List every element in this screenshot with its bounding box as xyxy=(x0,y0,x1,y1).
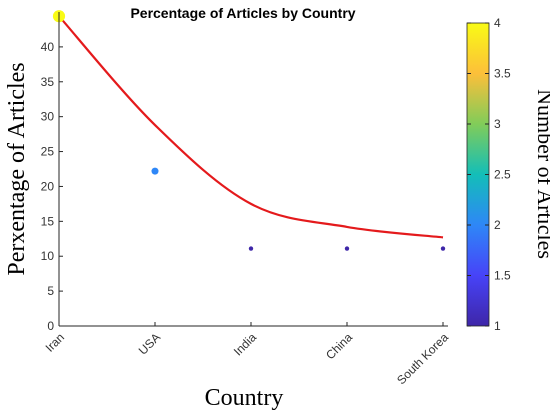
y-axis-label: Perxentage of Articles xyxy=(4,62,30,275)
y-tick-label: 15 xyxy=(41,214,55,228)
y-tick-label: 35 xyxy=(41,75,55,89)
data-point xyxy=(151,167,159,175)
y-tick-label: 20 xyxy=(41,179,55,193)
plot-area: 0 5 10 15 20 25 30 35 40 Iran USA India China South … xyxy=(41,10,451,387)
colorbar-ticks: 1 1.5 2 2.5 3 3.5 4 xyxy=(467,16,511,333)
colorbar-tick-label: 3 xyxy=(494,117,501,131)
x-tick-label: India xyxy=(231,330,260,359)
x-tick-label: South Korea xyxy=(394,330,451,387)
x-axis-label: Country xyxy=(205,385,284,411)
colorbar-tick-label: 2.5 xyxy=(494,168,511,182)
scatter-points xyxy=(52,10,446,251)
y-tick-label: 5 xyxy=(47,284,54,298)
colorbar-tick-label: 1.5 xyxy=(494,269,511,283)
trend-line xyxy=(58,15,444,239)
colorbar: 1 1.5 2 2.5 3 3.5 4 Number of Articles xyxy=(466,16,550,333)
data-point xyxy=(344,246,350,251)
data-point xyxy=(440,246,446,251)
colorbar-tick-label: 3.5 xyxy=(494,67,511,81)
y-axis-ticks: 0 5 10 15 20 25 30 35 40 xyxy=(41,40,63,333)
x-tick-label: China xyxy=(323,330,355,362)
x-tick-label: Iran xyxy=(43,330,68,355)
colorbar-tick-label: 2 xyxy=(494,218,501,232)
y-tick-label: 10 xyxy=(41,249,55,263)
chart-title: Percentage of Articles by Country xyxy=(130,5,355,21)
y-tick-label: 25 xyxy=(41,145,55,159)
colorbar-tick-label: 4 xyxy=(494,16,501,30)
y-tick-label: 40 xyxy=(41,40,55,54)
colorbar-label: Number of Articles xyxy=(533,89,550,259)
data-point xyxy=(248,246,254,251)
y-tick-label: 30 xyxy=(41,110,55,124)
x-axis-ticks: Iran USA India China South Korea xyxy=(43,322,451,387)
y-tick-label: 0 xyxy=(47,319,54,333)
x-tick-label: USA xyxy=(136,330,163,357)
colorbar-tick-label: 1 xyxy=(494,319,501,333)
